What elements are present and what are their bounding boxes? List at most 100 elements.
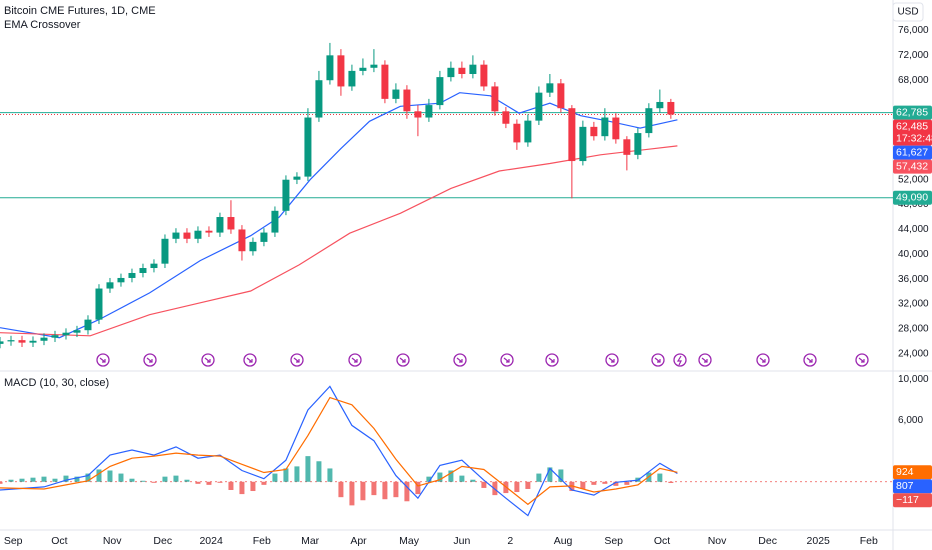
candle-body (128, 272, 136, 278)
candle-body (106, 282, 114, 289)
candle-body (117, 277, 125, 283)
x-tick-label: Dec (758, 535, 777, 547)
candle-body (337, 55, 345, 87)
price-label: 61,627 (896, 146, 928, 158)
macd-histogram-bar (349, 481, 355, 506)
event-icon-arrow (399, 357, 406, 363)
candle-body (0, 341, 4, 344)
macd-histogram-bar (382, 481, 388, 500)
candle-body (73, 330, 81, 333)
price-label: 62,785 (896, 106, 928, 118)
macd-histogram-bar (74, 476, 80, 482)
x-tick-label: Jun (453, 535, 470, 547)
candle-body (282, 179, 290, 211)
price-label-bg (893, 119, 932, 146)
event-icon-arrow (701, 357, 708, 363)
macd-histogram-bar (327, 468, 333, 482)
chart-title: Bitcoin CME Futures, 1D, CME (4, 5, 156, 17)
candle-body (645, 108, 653, 134)
candle-body (326, 55, 334, 81)
candle-body (480, 64, 488, 87)
x-tick-label: Sep (4, 535, 23, 547)
price-label: 807 (896, 480, 914, 492)
x-tick-label: Aug (554, 535, 573, 547)
macd-histogram-bar (63, 475, 69, 482)
event-icon-arrow (351, 357, 358, 363)
event-icon-arrow (608, 357, 615, 363)
candle-body (425, 105, 433, 118)
macd-histogram-bar (0, 481, 3, 484)
macd-histogram-bar (536, 473, 542, 482)
y-tick-label: 76,000 (898, 25, 929, 36)
macd-histogram-bar (305, 456, 311, 482)
macd-histogram-bar (261, 481, 267, 485)
macd-histogram-bar (118, 473, 124, 482)
candle-body (29, 340, 37, 343)
candle-body (392, 89, 400, 99)
candle-body (271, 210, 279, 233)
currency-button[interactable] (892, 2, 924, 22)
macd-histogram-bar (250, 481, 256, 492)
candle-body (62, 332, 70, 336)
macd-histogram-bar (107, 470, 113, 482)
y-tick-label: 68,000 (898, 75, 929, 86)
macd-histogram-bar (371, 481, 377, 496)
macd-histogram-bar (173, 475, 179, 482)
x-tick-label: Nov (103, 535, 122, 547)
candle-body (161, 238, 169, 264)
macd-histogram-bar (624, 481, 630, 485)
macd-histogram-bar (591, 481, 597, 485)
event-icon-arrow (204, 357, 211, 363)
candle-body (579, 126, 587, 162)
price-label-bg (893, 145, 932, 160)
macd-histogram-bar (140, 480, 146, 482)
candle-body (84, 319, 92, 331)
macd-histogram-bar (360, 481, 366, 501)
macd-histogram-bar (547, 467, 553, 482)
macd-histogram-bar (294, 466, 300, 482)
price-label-bg (893, 479, 932, 494)
y-tick-label: 44,000 (898, 224, 929, 235)
x-tick-label: May (399, 535, 420, 547)
macd-histogram-bar (8, 479, 14, 482)
price-label-bg (893, 190, 932, 205)
macd-histogram-bar (151, 481, 157, 483)
candle-body (458, 67, 466, 74)
y-tick-label: 28,000 (898, 324, 929, 335)
macd-histogram-bar (96, 469, 102, 482)
event-icon-arrow (503, 357, 510, 363)
candle-body (667, 101, 675, 115)
event-icon-arrow (858, 357, 865, 363)
event-icon-arrow (759, 357, 766, 363)
macd-line (0, 385, 678, 517)
x-tick-label: Oct (654, 535, 670, 547)
candle-body (623, 139, 631, 155)
event-icon-bolt (676, 355, 682, 366)
macd-histogram-bar (162, 476, 168, 482)
macd-histogram-bar (602, 481, 608, 484)
candle-body (513, 123, 521, 143)
macd-histogram-bar (470, 479, 476, 482)
macd-histogram-bar (448, 470, 454, 482)
candle-body (348, 70, 356, 87)
macd-histogram-bar (316, 461, 322, 482)
candle-body (304, 117, 312, 177)
currency-label[interactable]: USD (897, 7, 918, 18)
candle-body (260, 232, 268, 242)
candle-body (227, 217, 235, 230)
macd-tick-label: 10,000 (898, 374, 929, 385)
macd-histogram-bar (514, 481, 520, 493)
candle-body (249, 241, 257, 252)
macd-line (0, 396, 678, 506)
macd-histogram-bar (459, 475, 465, 482)
candle-body (150, 263, 158, 269)
candle-body (381, 64, 389, 99)
macd-histogram-bar (52, 478, 58, 482)
candle-body (414, 111, 422, 118)
candle-body (95, 288, 103, 320)
candle-body (557, 83, 565, 109)
price-label: −117 (896, 494, 919, 506)
candle-body (139, 268, 147, 273)
price-label-bg (893, 105, 932, 120)
